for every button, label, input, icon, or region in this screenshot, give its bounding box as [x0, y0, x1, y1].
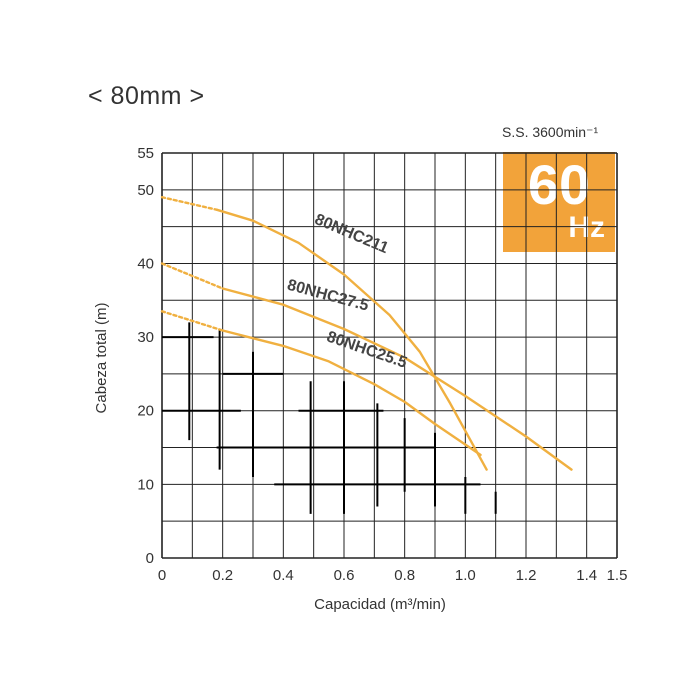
x-tick-label: 0.8 [394, 567, 415, 584]
series-label-1: 80NHC27.5 [285, 277, 370, 315]
x-tick-label: 0.2 [212, 567, 233, 584]
overlay-lines [162, 322, 497, 514]
y-tick-label: 20 [137, 403, 154, 420]
y-tick-label: 0 [146, 550, 154, 567]
x-tick-label: 1.4 [576, 567, 597, 584]
x-tick-label: 0.6 [334, 567, 355, 584]
x-tick-label: 1.0 [455, 567, 476, 584]
tick-labels: 0 0.2 0.4 0.6 0.8 1.0 1.2 1.4 1.5 0 10 20 30 40 50 55 [137, 145, 627, 584]
series-1-line [221, 287, 573, 471]
page-title: < 80mm > [88, 82, 205, 110]
y-tick-label: 55 [137, 145, 154, 162]
series-0-extrapolated [160, 196, 218, 211]
x-tick-label: 1.2 [516, 567, 537, 584]
speed-label: S.S. 3600min⁻¹ [502, 124, 599, 140]
y-axis-title: Cabeza total (m) [93, 303, 110, 414]
curves [160, 196, 573, 471]
x-tick-label: 1.5 [607, 567, 628, 584]
y-tick-label: 40 [137, 255, 154, 272]
series-1-extrapolated [160, 262, 224, 290]
frequency-value: 60 [527, 153, 591, 216]
y-tick-label: 50 [137, 182, 154, 199]
y-tick-label: 30 [137, 329, 154, 346]
y-tick-label: 10 [137, 476, 154, 493]
x-tick-label: 0 [158, 567, 166, 584]
x-axis-title: Capacidad (m³/min) [314, 596, 446, 613]
series-label-0: 80NHC211 [312, 211, 391, 257]
series-2-line [221, 329, 482, 457]
series-2-extrapolated [160, 310, 224, 332]
x-tick-label: 0.4 [273, 567, 294, 584]
series-0-line [215, 208, 488, 471]
